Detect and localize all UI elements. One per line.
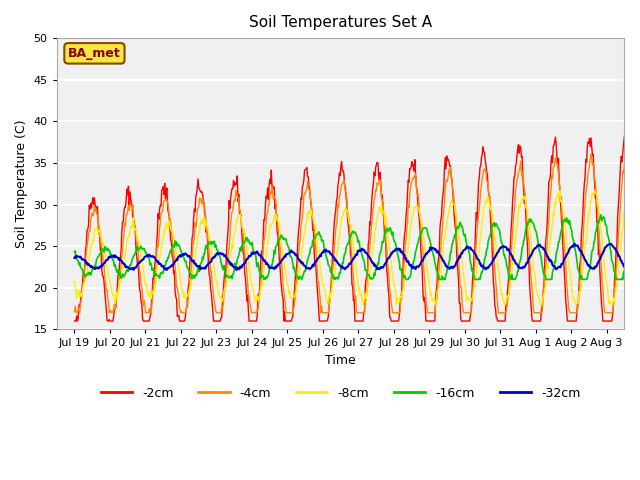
Text: BA_met: BA_met	[68, 47, 121, 60]
Title: Soil Temperatures Set A: Soil Temperatures Set A	[249, 15, 432, 30]
Legend: -2cm, -4cm, -8cm, -16cm, -32cm: -2cm, -4cm, -8cm, -16cm, -32cm	[96, 382, 586, 405]
Y-axis label: Soil Temperature (C): Soil Temperature (C)	[15, 120, 28, 248]
X-axis label: Time: Time	[325, 354, 356, 367]
